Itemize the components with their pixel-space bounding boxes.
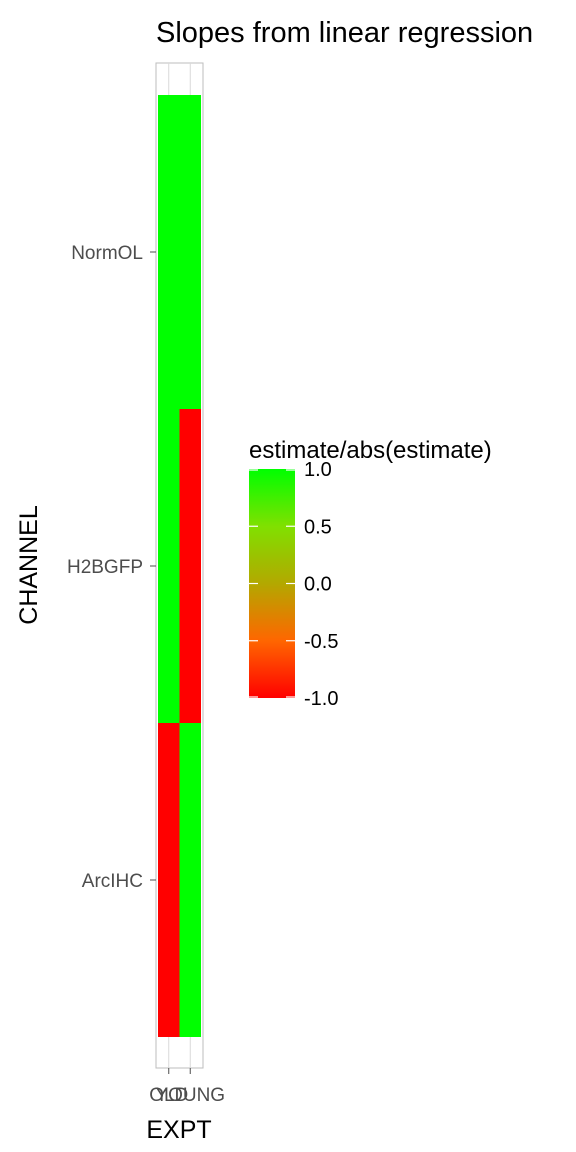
legend-tick-label: 1.0 bbox=[304, 459, 332, 481]
y-tick-label: ArcIHC bbox=[82, 871, 143, 892]
legend-tick-label: 0.0 bbox=[304, 574, 332, 596]
legend-ticks: 1.0 0.5 0.0 -0.5 -1.0 bbox=[249, 459, 338, 710]
y-axis-ticks: ArcIHC H2BGFP NormOL bbox=[67, 243, 156, 892]
heatmap-cell bbox=[158, 409, 180, 723]
heatmap-cell bbox=[179, 409, 201, 723]
x-tick-label: YOUNG bbox=[155, 1085, 225, 1106]
heatmap-cell bbox=[158, 723, 180, 1037]
chart-title: Slopes from linear regression bbox=[156, 17, 533, 49]
x-tick-label: OLD bbox=[149, 1085, 188, 1106]
heatmap-cell bbox=[179, 723, 201, 1037]
legend-tick-label: -1.0 bbox=[304, 688, 338, 710]
legend-tick-label: -0.5 bbox=[304, 631, 338, 653]
y-tick-label: NormOL bbox=[71, 243, 143, 264]
y-tick-label: H2BGFP bbox=[67, 557, 143, 578]
legend-tick-label: 0.5 bbox=[304, 516, 332, 538]
x-axis-title: EXPT bbox=[146, 1116, 211, 1144]
legend-title: estimate/abs(estimate) bbox=[249, 437, 492, 464]
heatmap-cell bbox=[179, 95, 201, 409]
heatmap-cells bbox=[158, 95, 201, 1037]
heatmap-cell bbox=[158, 95, 180, 409]
y-axis-title: CHANNEL bbox=[15, 505, 43, 625]
